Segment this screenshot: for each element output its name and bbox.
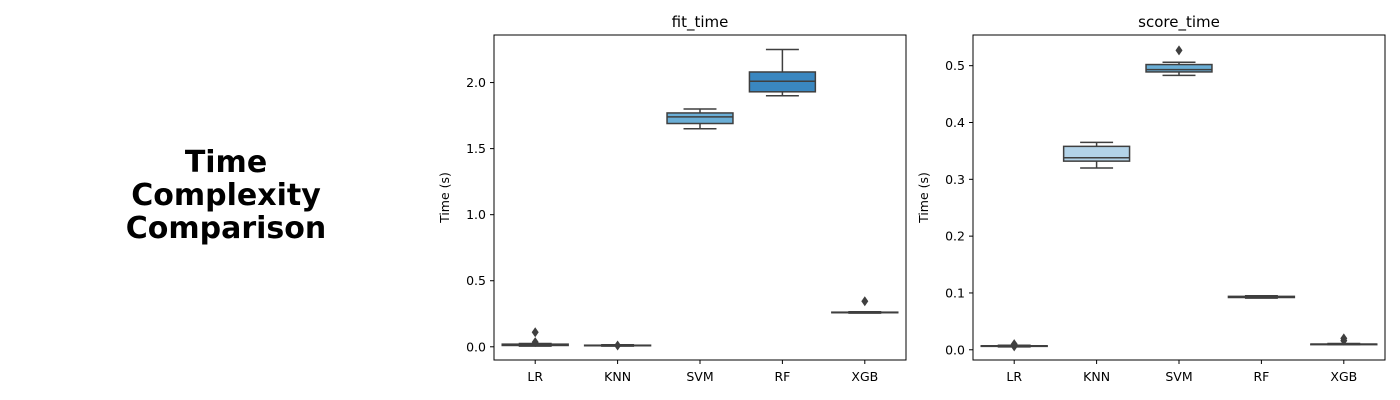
panel-2-ytick-label: 0.2 bbox=[945, 229, 965, 244]
panel-1-axes-frame bbox=[493, 34, 907, 361]
panel-2-svm-xtick-label: SVM bbox=[1165, 369, 1192, 384]
panel-2-xgb-outlier bbox=[1340, 333, 1348, 344]
panel-2-knn-box bbox=[1062, 145, 1131, 162]
figure-title-line-1: Time bbox=[184, 145, 268, 180]
panel-1-ytick-label: 1.0 bbox=[466, 207, 486, 222]
panel-1-ytick-label: 2.0 bbox=[466, 75, 486, 90]
panel-2-lr-xtick-label: LR bbox=[1006, 369, 1022, 384]
panel-2-knn-xtick-label: KNN bbox=[1083, 369, 1110, 384]
panel-2-ytick-label: 0.5 bbox=[945, 58, 965, 73]
panel-2-ytick-label: 0.0 bbox=[945, 342, 965, 357]
panel-1-knn-xtick-label: KNN bbox=[604, 369, 631, 384]
panel-1-ytick-label: 0.5 bbox=[466, 273, 486, 288]
panel-1-lr-outlier bbox=[531, 337, 539, 348]
panel-1-svm-box bbox=[666, 112, 734, 125]
panel-2-xgb-xtick-label: XGB bbox=[1330, 369, 1357, 384]
panel-1-title: fit_time bbox=[672, 13, 729, 32]
panel-2-ytick-label: 0.4 bbox=[945, 115, 965, 130]
panel-2-title: score_time bbox=[1138, 13, 1220, 32]
panel-1-ytick-label: 0.0 bbox=[466, 339, 486, 354]
panel-1-ytick-label: 1.5 bbox=[466, 141, 486, 156]
panel-1-svm-xtick-label: SVM bbox=[686, 369, 713, 384]
panel-1-xgb-outlier bbox=[861, 296, 869, 307]
panel-2-svm-box bbox=[1145, 63, 1213, 73]
figure-title-line-2: Complexity bbox=[131, 178, 321, 213]
panel-2-ytick-label: 0.3 bbox=[945, 172, 965, 187]
panel-2-ytick-label: 0.1 bbox=[945, 285, 965, 300]
panel-2-svm-outlier bbox=[1175, 45, 1183, 56]
figure-title-line-3: Comparison bbox=[125, 211, 327, 246]
panel-2-ylabel: Time (s) bbox=[916, 172, 931, 224]
panel-1-ylabel: Time (s) bbox=[437, 172, 452, 224]
panel-2-lr-outlier bbox=[1010, 339, 1018, 350]
panel-1-lr-xtick-label: LR bbox=[527, 369, 543, 384]
panel-1-knn-outlier bbox=[614, 340, 622, 351]
panel-1-lr-outlier bbox=[531, 327, 539, 338]
panel-1-rf-xtick-label: RF bbox=[774, 369, 790, 384]
panel-2-axes-frame bbox=[972, 34, 1386, 361]
panel-1-xgb-xtick-label: XGB bbox=[851, 369, 878, 384]
panel-2-rf-xtick-label: RF bbox=[1253, 369, 1269, 384]
figure-title: Time Complexity Comparison bbox=[30, 146, 422, 245]
